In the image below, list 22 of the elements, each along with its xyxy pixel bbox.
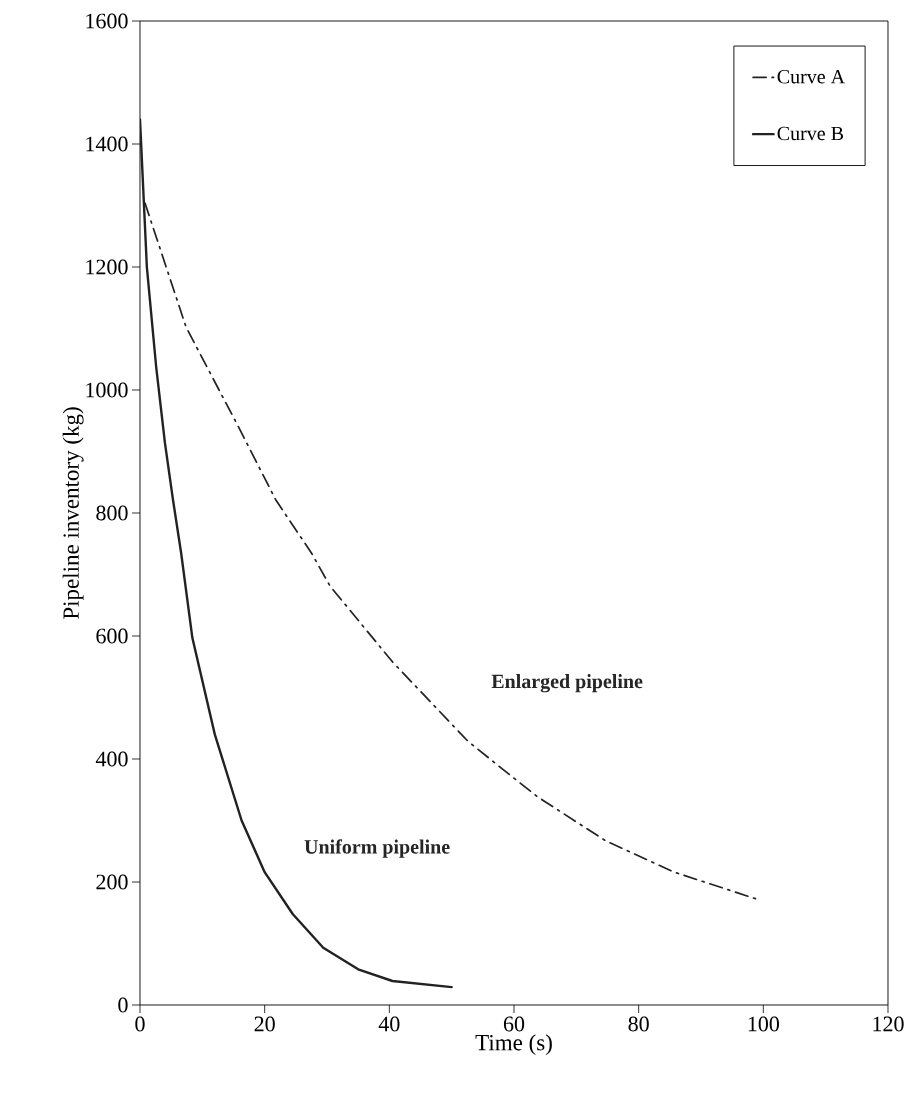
x-tick-label: 20 [254,1016,275,1032]
y-axis-title: Pipeline inventory (kg) [62,407,84,620]
y-tick-label: 200 [96,874,128,890]
x-tick-label: 100 [748,1016,779,1032]
x-tick-label: 60 [503,1016,525,1032]
annotation: Enlarged pipeline [491,674,643,693]
annotation: Uniform pipeline [304,839,450,858]
x-axis-title: Time (s) [475,1034,552,1056]
y-tick-label: 800 [96,505,128,521]
x-tick-label: 120 [873,1016,904,1032]
legend-label: Curve B [777,126,844,141]
x-tick-label: 0 [135,1016,145,1032]
legend-label: Curve A [777,70,845,84]
y-tick-label: 600 [96,628,128,644]
y-tick-label: 1400 [86,136,128,152]
x-tick-label: 40 [378,1016,400,1032]
x-tick-label: 80 [628,1016,649,1032]
y-tick-label: 1000 [86,382,128,398]
y-tick-label: 1200 [86,259,128,275]
y-tick-label: 0 [118,997,128,1013]
y-tick-label: 400 [95,751,128,767]
y-tick-label: 1600 [86,13,128,29]
